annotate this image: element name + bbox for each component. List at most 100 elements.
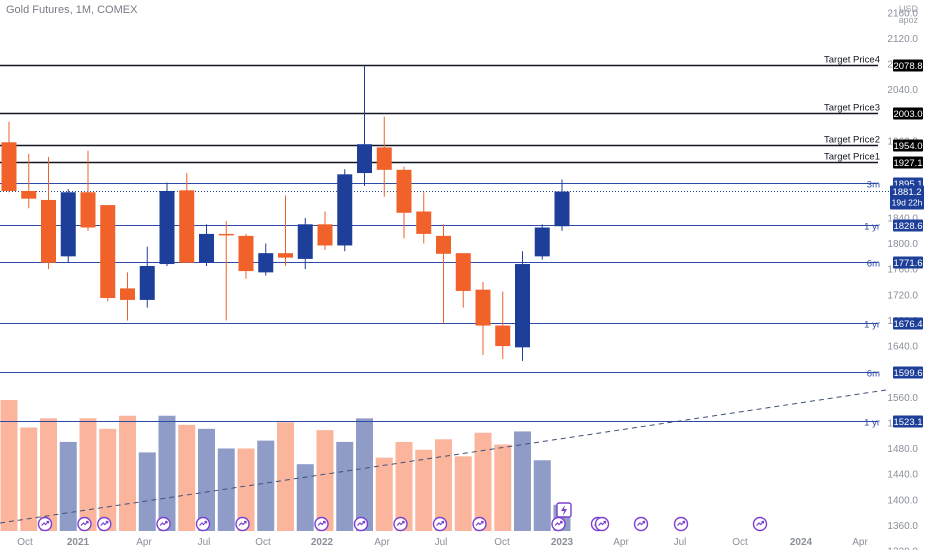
arrow-trend-icon — [475, 520, 484, 526]
future-event-icon[interactable] — [752, 516, 768, 532]
earnings-event-icon[interactable] — [156, 516, 171, 532]
time-axis-label: Apr — [136, 537, 152, 548]
earnings-event-icon[interactable] — [551, 516, 566, 532]
arrow-trend-icon — [238, 520, 247, 526]
price-scale-header[interactable]: USD apoz — [898, 4, 918, 26]
level-line-label: 6m — [867, 369, 880, 380]
candle-body[interactable] — [455, 253, 471, 291]
candle-body[interactable] — [179, 190, 195, 263]
last-price-value: 1881.2 — [892, 187, 921, 198]
level-price-badge — [893, 139, 923, 152]
scale-mode-label: apoz — [898, 15, 918, 25]
candle-body[interactable] — [554, 191, 570, 227]
candle-body[interactable] — [238, 235, 254, 272]
candle-body[interactable] — [436, 235, 451, 254]
time-axis-label: Oct — [732, 537, 748, 548]
lightning-icon — [561, 505, 567, 516]
price-tick-label: 1800.0 — [887, 239, 918, 250]
currency-label: USD — [898, 4, 918, 14]
earnings-event-icon[interactable] — [314, 516, 329, 532]
candle-body[interactable] — [100, 205, 116, 299]
candle-body[interactable] — [475, 289, 491, 326]
candle-body[interactable] — [60, 192, 76, 257]
time-axis-label: Oct — [17, 537, 33, 548]
level-price-badge — [893, 107, 923, 120]
earnings-event-icon[interactable] — [97, 516, 112, 532]
candle-body[interactable] — [515, 264, 530, 348]
volume-bar — [356, 418, 373, 531]
last-price-badge[interactable] — [890, 185, 924, 210]
candle-body[interactable] — [376, 147, 392, 170]
candle-body[interactable] — [41, 199, 56, 263]
symbol-title[interactable]: Gold Futures, 1M, COMEX — [6, 4, 138, 16]
level-price-badge-text: 2003.0 — [893, 109, 922, 120]
candle-body[interactable] — [534, 227, 550, 257]
volume-bar — [138, 452, 156, 531]
earnings-event-icon[interactable] — [472, 516, 487, 532]
level-price-badge — [893, 415, 923, 428]
candle-body[interactable] — [337, 174, 353, 246]
candle-body[interactable] — [120, 288, 135, 300]
time-axis-label: Oct — [255, 537, 271, 548]
price-tick-label: 1400.0 — [887, 495, 918, 506]
arrow-trend-icon — [159, 520, 168, 526]
arrow-trend-icon — [357, 520, 366, 526]
earnings-event-icon[interactable] — [195, 516, 211, 532]
level-price-badge — [893, 317, 923, 330]
level-line-label: 3m — [867, 180, 880, 191]
volume-bar — [79, 418, 97, 531]
earnings-event-icon[interactable] — [77, 516, 92, 532]
candle-body[interactable] — [317, 224, 333, 246]
price-tick-label: 1320.0 — [887, 547, 918, 550]
volume-bar — [296, 464, 314, 531]
time-axis-label: Apr — [852, 537, 868, 548]
time-axis-label: Oct — [494, 537, 510, 548]
bar-countdown: 19d 22h — [892, 198, 923, 208]
candle-body[interactable] — [297, 224, 313, 259]
earnings-event-icon[interactable] — [393, 516, 408, 532]
volume-bar — [178, 424, 196, 531]
volume-bar — [514, 431, 531, 531]
future-event-icon[interactable] — [633, 516, 649, 532]
level-price-badge-text: 1771.6 — [893, 258, 922, 269]
candle-body[interactable] — [416, 211, 432, 234]
candle-body[interactable] — [218, 233, 234, 236]
volume-bar — [217, 448, 235, 531]
price-tick-label: 1840.0 — [887, 213, 918, 224]
candle-body[interactable] — [357, 144, 372, 174]
candle-body[interactable] — [258, 253, 274, 273]
time-axis-label: 2021 — [67, 537, 90, 548]
volume-bar — [375, 457, 393, 531]
earnings-event-icon[interactable] — [432, 516, 448, 532]
candle-body[interactable] — [278, 253, 293, 258]
earnings-event-icon[interactable] — [235, 516, 250, 532]
volume-bar — [316, 430, 334, 531]
candle-body[interactable] — [159, 190, 175, 265]
future-event-icon[interactable] — [673, 516, 689, 532]
candle-body[interactable] — [199, 233, 214, 263]
volume-bar — [474, 432, 492, 531]
arrow-trend-icon — [756, 520, 765, 526]
candle-body[interactable] — [139, 265, 155, 300]
time-axis-label: Apr — [374, 537, 390, 548]
level-price-badge — [893, 59, 923, 72]
arrow-trend-icon — [396, 520, 405, 526]
level-price-badge — [893, 219, 923, 232]
candle-body[interactable] — [396, 169, 412, 213]
level-line-label: Target Price1 — [824, 152, 880, 163]
candle-body[interactable] — [1, 142, 17, 191]
candle-body[interactable] — [80, 192, 96, 228]
volume-bar — [59, 441, 77, 531]
future-event-icon[interactable] — [594, 516, 610, 532]
earnings-event-icon[interactable] — [353, 516, 369, 532]
candle-body[interactable] — [495, 325, 511, 347]
arrow-trend-icon — [199, 520, 208, 526]
price-tick-label: 2120.0 — [887, 34, 918, 45]
earnings-event-icon[interactable] — [37, 516, 53, 532]
level-line-label: Target Price3 — [824, 103, 880, 114]
arrow-trend-icon — [317, 520, 326, 526]
candle-body[interactable] — [21, 190, 37, 199]
volume-bar — [533, 460, 551, 531]
